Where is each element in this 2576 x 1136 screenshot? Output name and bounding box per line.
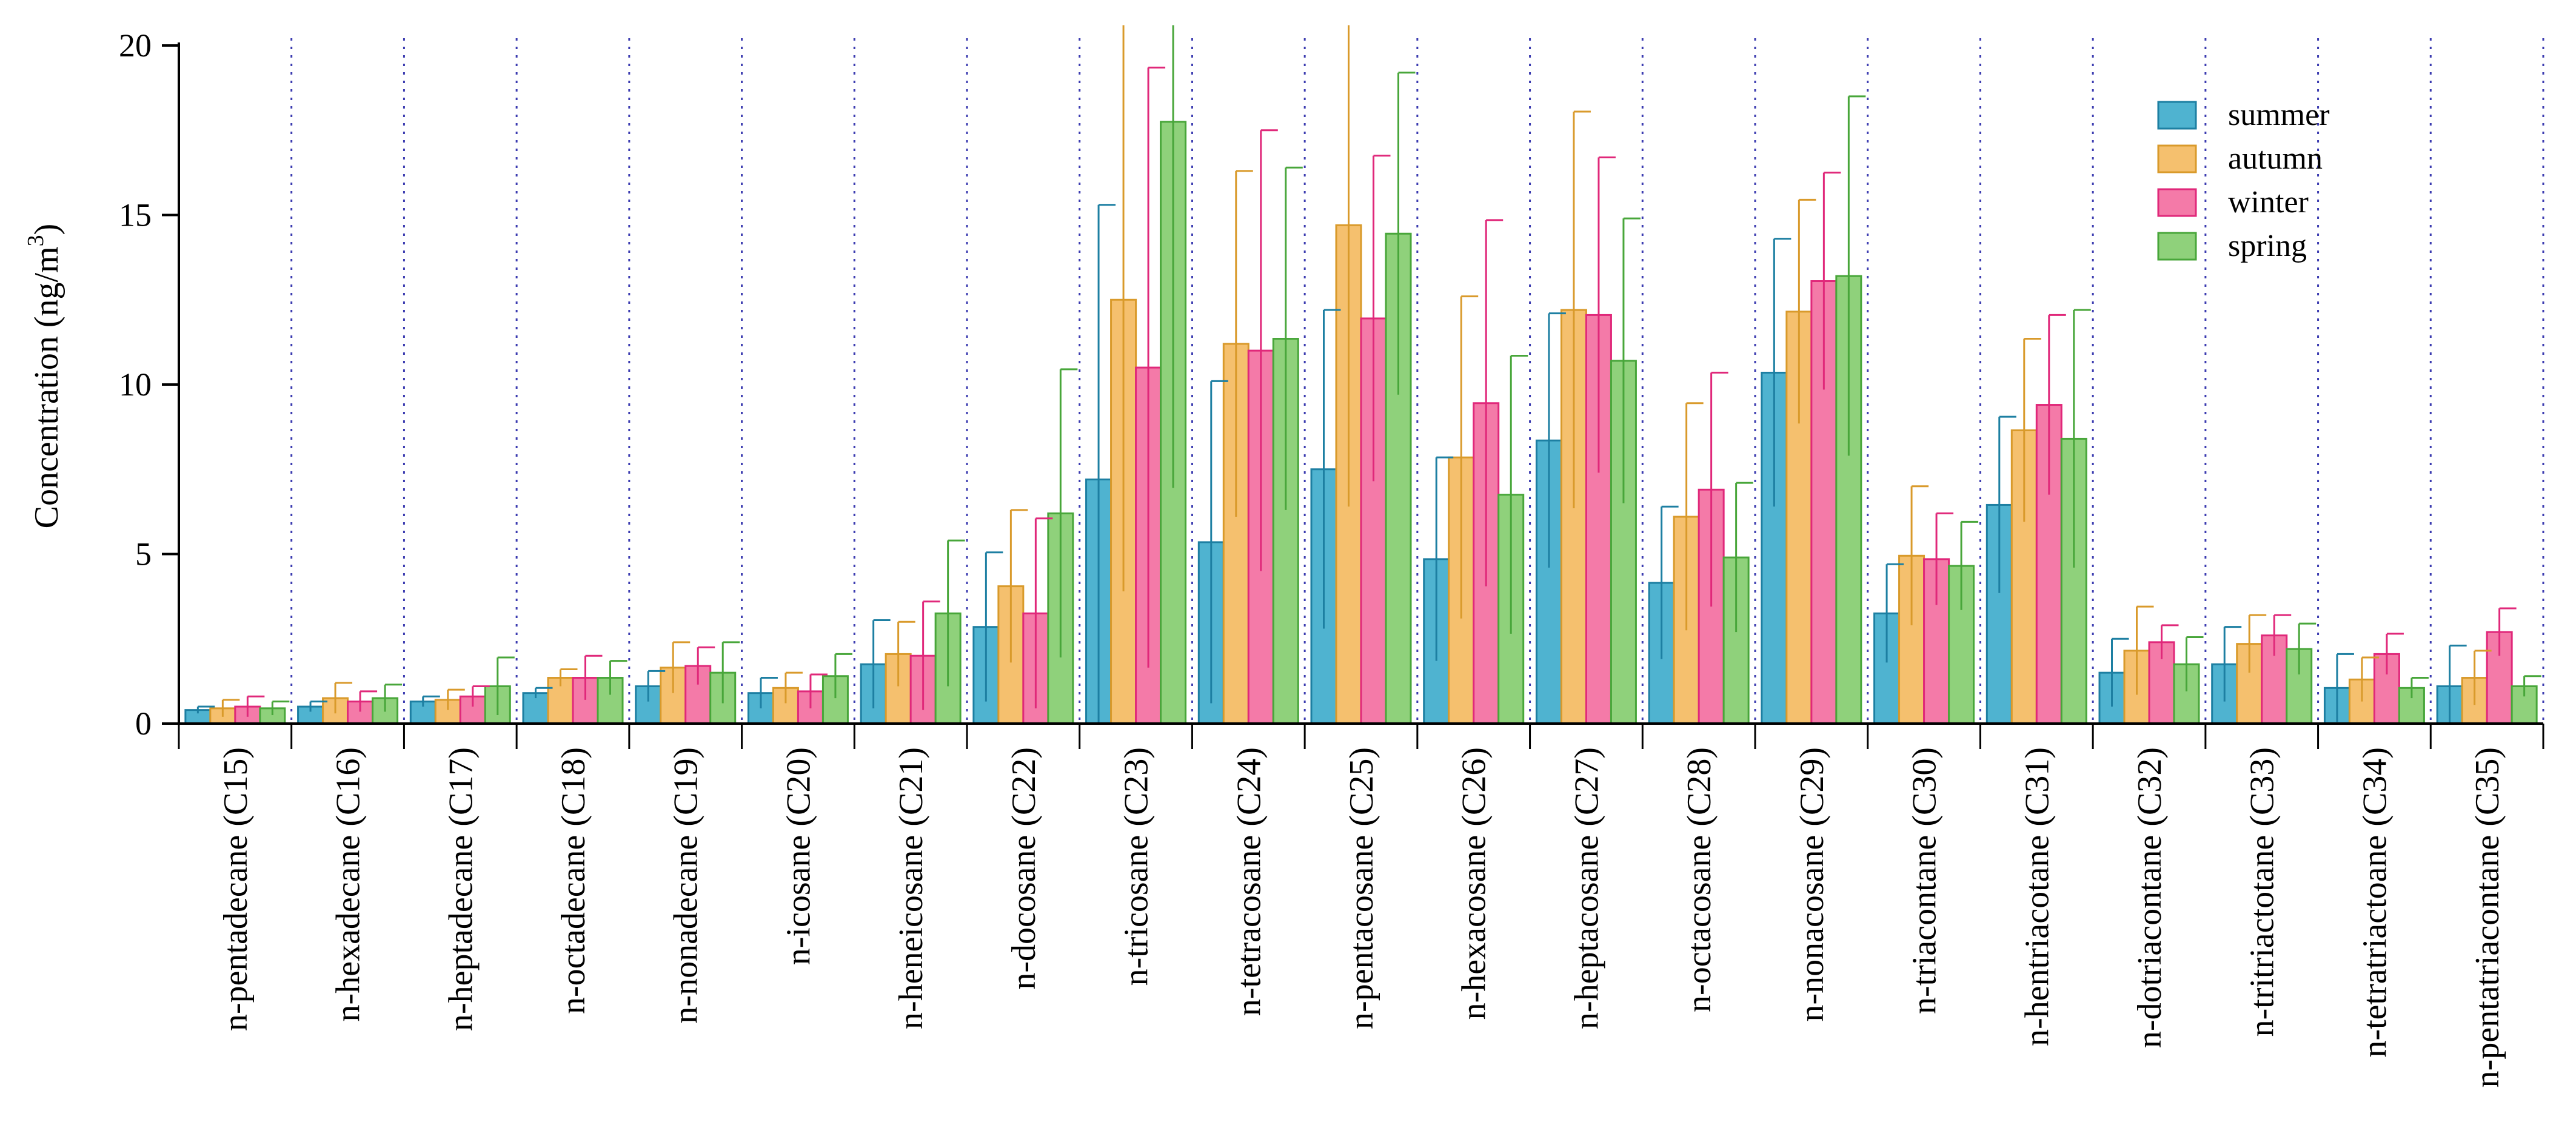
y-axis-ticks: 0 5 10 15 20 [119,27,179,742]
category-label: n-tricosane (C23) [1118,747,1156,986]
x-axis-category-labels: n-pentadecane (C15) n-hexadecane (C16) n-h… [217,747,2506,1087]
legend-label-winter: winter [2228,185,2309,220]
legend-label-spring: spring [2228,229,2307,263]
category-label: n-heptadecane (C17) [442,747,480,1031]
category-label: n-hexacosane (C26) [1456,747,1493,1020]
category-label: n-docosane (C22) [1005,747,1043,990]
category-label: n-pentadecane (C15) [217,747,255,1031]
y-axis-label: Concentration (ng/m3) [23,224,65,529]
legend-swatch-winter [2157,188,2197,217]
legend-swatch-spring [2157,232,2197,261]
legend-swatch-autumn [2157,144,2197,173]
category-label: n-tetratriactoane (C34) [2356,747,2394,1058]
legend-swatch-summer [2157,101,2197,130]
category-label: n-octacosane (C28) [1681,747,1718,1012]
category-label: n-nonadecane (C19) [667,747,705,1024]
category-label: n-heptacosane (C27) [1568,747,1605,1029]
category-label: n-nonacosane (C29) [1793,747,1831,1022]
legend-label-summer: summer [2228,98,2330,132]
bar-winter [1360,317,1387,725]
category-label: n-tetracosane (C24) [1230,747,1268,1016]
category-label: n-icosane (C20) [780,747,817,965]
category-label: n-tritriactotane (C33) [2244,747,2281,1037]
error-bars [196,25,2541,724]
category-label: n-dotriacontane (C32) [2131,747,2169,1048]
y-tick-label: 10 [119,366,152,403]
y-tick-label: 15 [119,197,152,234]
grid-lines [290,38,2544,724]
legend: summer autumn winter spring [2157,98,2330,263]
bar-winter [459,695,486,725]
y-tick-label: 5 [135,536,152,573]
y-tick-label: 0 [135,705,152,742]
category-label: n-hentriacotane (C31) [2018,747,2056,1046]
category-label: n-hexadecane (C16) [330,747,367,1021]
category-label: n-triacontane (C30) [1906,747,1944,1014]
axes [178,42,2544,749]
category-label: n-pentacosane (C25) [1343,747,1380,1029]
category-label: n-octadecane (C18) [555,747,592,1014]
category-label: n-pentatriacontane (C35) [2469,747,2506,1087]
y-tick-label: 20 [119,27,152,64]
legend-label-autumn: autumn [2228,141,2323,176]
category-label: n-heneicosane (C21) [892,747,930,1029]
